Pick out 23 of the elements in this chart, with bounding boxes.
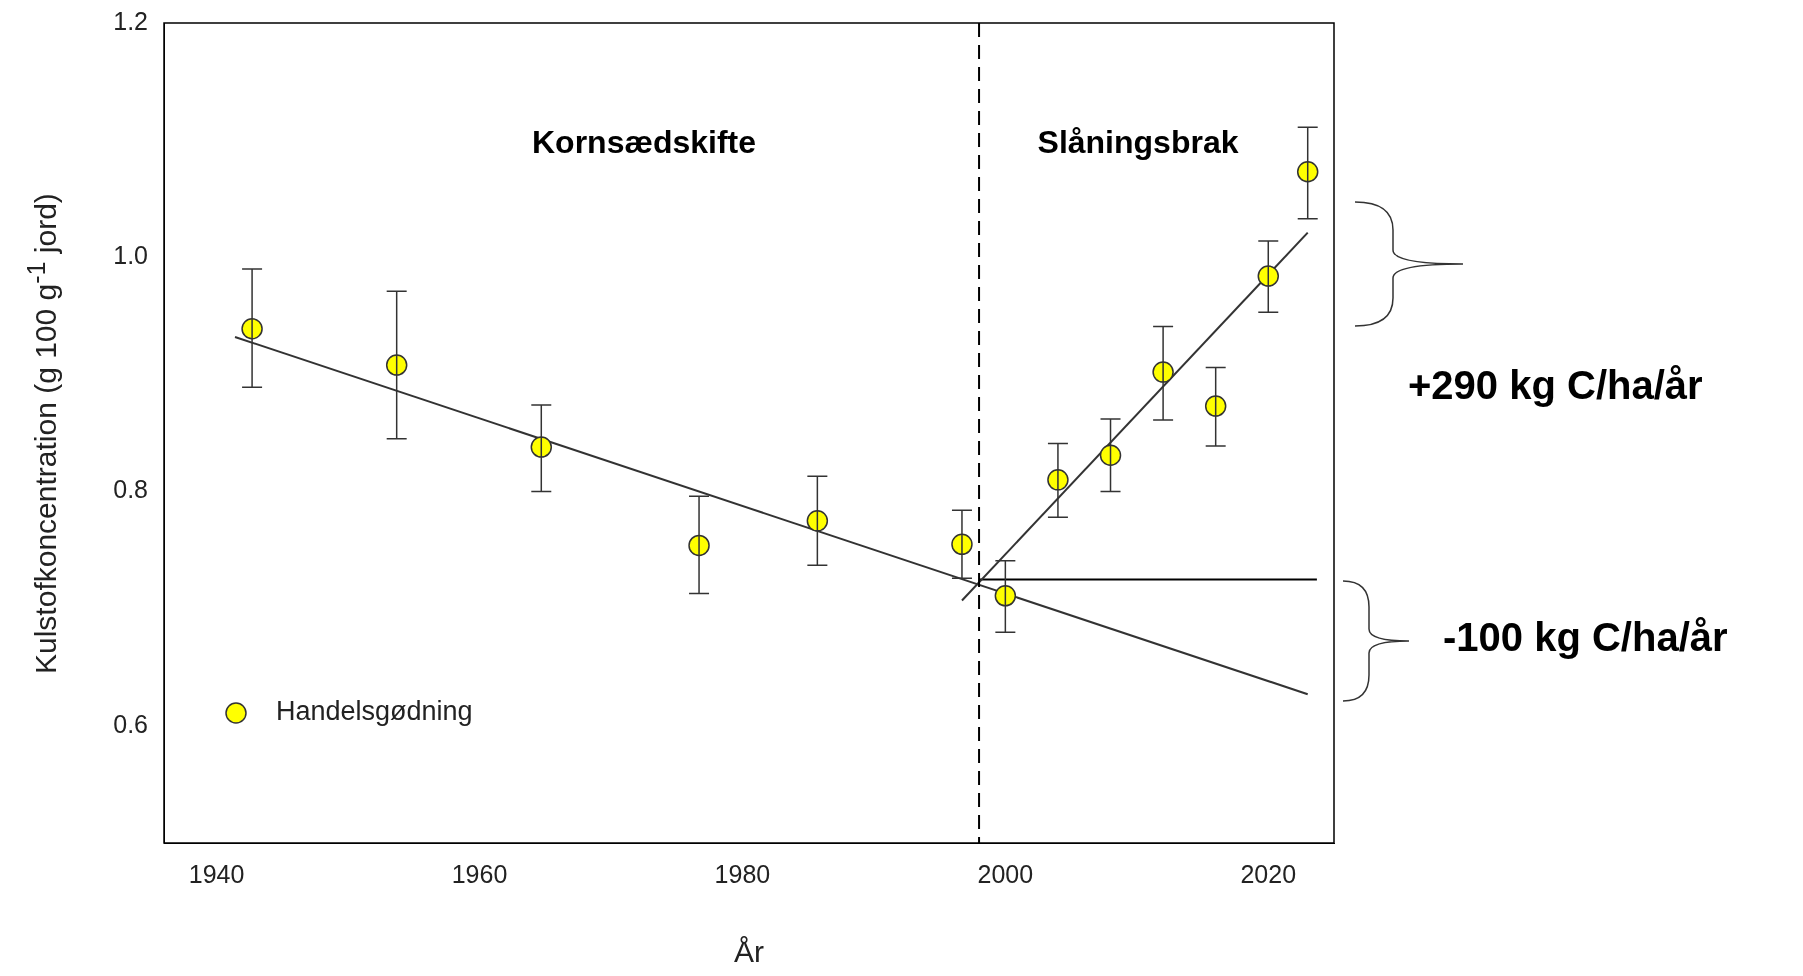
y-tick-label: 0.6 <box>113 709 148 738</box>
y-tick-label: 1.2 <box>113 6 148 35</box>
legend-label: Handelsgødning <box>276 696 473 727</box>
annotation: Slåningsbrak <box>1037 123 1239 160</box>
point <box>1204 395 1227 417</box>
x-tick-label: 1960 <box>451 859 508 888</box>
point <box>530 436 553 458</box>
point <box>994 585 1017 607</box>
text: +290 kg C/ha/år <box>1408 363 1703 408</box>
annotation: Kornsædskifte <box>531 123 757 160</box>
x-tick-label: 2000 <box>977 859 1034 888</box>
point <box>1296 161 1319 183</box>
x-tick-label: 1980 <box>714 859 771 888</box>
x-tick-label: 1940 <box>188 859 245 888</box>
y-tick-label: 0.8 <box>113 475 148 504</box>
point <box>806 510 829 532</box>
x-tick-label: 2020 <box>1240 859 1297 888</box>
point <box>1257 265 1280 287</box>
x-axis-title: År <box>734 935 765 969</box>
point <box>385 354 408 376</box>
y-tick-label: 1.0 <box>113 241 148 270</box>
point <box>1099 444 1122 467</box>
text: -100 kg C/ha/år <box>1443 615 1728 660</box>
